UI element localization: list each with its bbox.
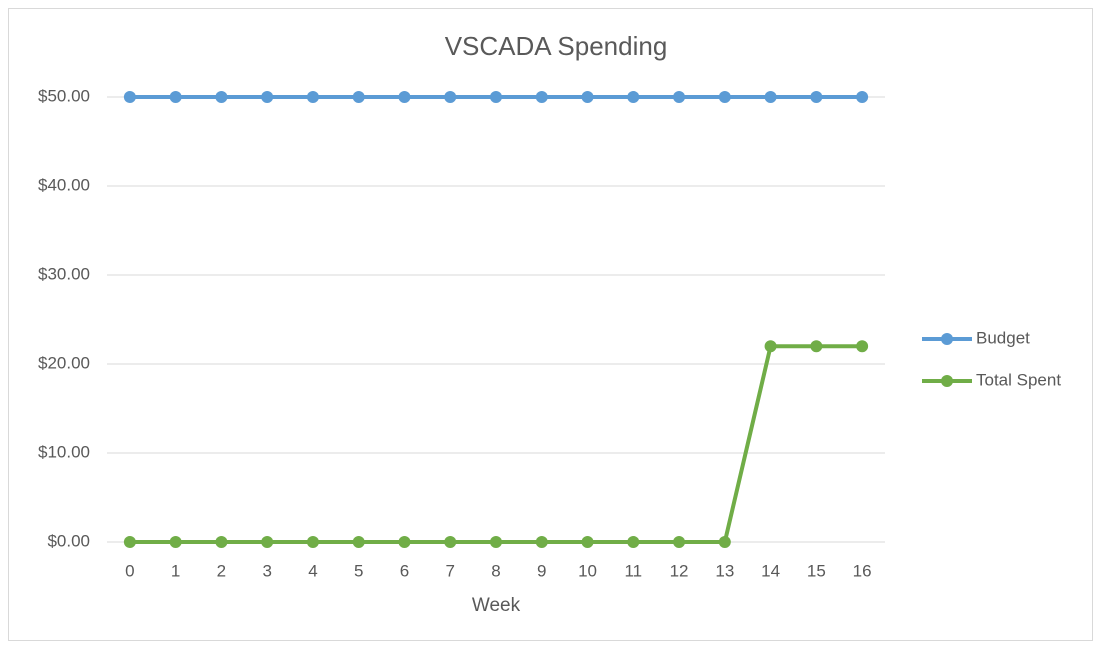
y-tick-label: $50.00: [38, 86, 90, 105]
data-point: [123, 536, 136, 548]
x-tick-label: 6: [400, 561, 409, 580]
data-point: [810, 340, 823, 353]
y-tick-label: $10.00: [38, 442, 90, 461]
y-tick-label: $30.00: [38, 264, 90, 283]
data-point: [490, 536, 502, 548]
data-point: [810, 91, 823, 103]
data-point: [764, 91, 777, 103]
data-point: [261, 536, 274, 548]
data-point: [673, 536, 686, 548]
y-tick-label: $20.00: [38, 353, 90, 372]
data-point: [535, 536, 548, 548]
data-point: [627, 91, 640, 103]
data-point: [398, 536, 411, 548]
x-axis-label: Week: [472, 595, 521, 616]
y-tick-label: $0.00: [47, 531, 90, 550]
data-point: [856, 91, 869, 103]
legend-marker: [941, 333, 953, 345]
x-tick-label: 4: [308, 561, 317, 580]
x-tick-label: 10: [578, 561, 597, 580]
data-point: [627, 536, 640, 548]
legend-marker: [941, 375, 953, 387]
data-point: [581, 91, 594, 103]
data-point: [673, 91, 686, 103]
data-point: [169, 91, 182, 103]
data-point: [306, 91, 319, 103]
legend-label: Total Spent: [976, 370, 1061, 389]
data-point: [718, 91, 731, 103]
x-tick-label: 3: [262, 561, 271, 580]
data-point: [306, 536, 319, 548]
data-point: [261, 91, 274, 103]
x-tick-label: 8: [491, 561, 500, 580]
x-tick-label: 13: [715, 561, 734, 580]
x-tick-label: 7: [446, 561, 455, 580]
data-point: [215, 91, 228, 103]
x-tick-label: 9: [537, 561, 546, 580]
data-point: [581, 536, 594, 548]
legend-label: Budget: [976, 328, 1030, 347]
x-tick-label: 2: [217, 561, 226, 580]
chart-frame: [8, 8, 1093, 641]
data-point: [444, 91, 457, 103]
x-tick-label: 1: [171, 561, 180, 580]
data-point: [398, 91, 411, 103]
data-point: [123, 91, 136, 103]
y-tick-label: $40.00: [38, 175, 90, 194]
chart-title: VSCADA Spending: [445, 31, 668, 61]
data-point: [764, 340, 777, 353]
data-point: [169, 536, 182, 548]
x-tick-label: 12: [670, 561, 689, 580]
x-tick-label: 15: [807, 561, 826, 580]
x-tick-label: 14: [761, 561, 780, 580]
data-point: [444, 536, 457, 548]
data-point: [352, 536, 365, 548]
data-point: [490, 91, 502, 103]
data-point: [718, 536, 731, 548]
data-point: [215, 536, 228, 548]
x-tick-label: 16: [853, 561, 872, 580]
x-tick-label: 0: [125, 561, 134, 580]
x-tick-label: 11: [624, 561, 642, 580]
data-point: [856, 340, 869, 353]
data-point: [535, 91, 548, 103]
data-point: [352, 91, 365, 103]
x-tick-label: 5: [354, 561, 363, 580]
